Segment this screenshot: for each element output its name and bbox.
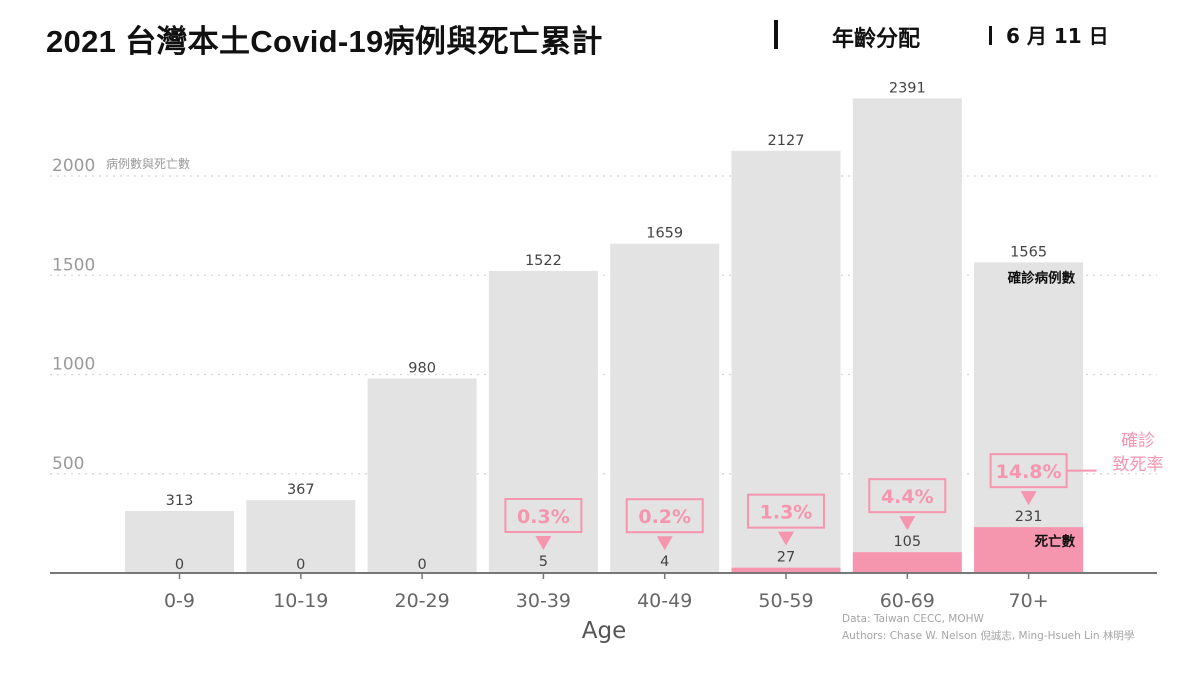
death-value-label: 0 <box>417 557 426 573</box>
page-title: 2021 台灣本土Covid-19病例與死亡累計 <box>46 24 603 59</box>
case-value-label: 980 <box>408 360 436 376</box>
case-bar <box>610 243 720 573</box>
x-tick-label: 70+ <box>1009 590 1049 612</box>
cfr-box <box>868 478 947 514</box>
case-bar <box>974 262 1084 573</box>
case-bar <box>852 98 962 573</box>
case-bar <box>731 150 841 573</box>
cfr-box <box>625 498 704 534</box>
y-tick-label: 500 <box>52 454 84 474</box>
x-tick-label: 30-39 <box>516 590 571 612</box>
title-divider <box>774 20 778 49</box>
x-axis-label: Age <box>582 618 626 644</box>
death-value-label: 5 <box>539 554 548 570</box>
date-divider <box>989 26 992 45</box>
x-tick-label: 50-59 <box>758 590 813 612</box>
death-value-label: 4 <box>660 554 669 570</box>
death-value-label: 0 <box>175 557 184 573</box>
case-value-label: 313 <box>166 493 194 509</box>
x-tick-label: 40-49 <box>637 590 692 612</box>
cfr-side-label: 致死率 <box>1113 455 1164 475</box>
case-bar <box>488 270 598 573</box>
cfr-value: 0.3% <box>517 506 570 528</box>
date-label: 6 月 11 日 <box>1006 24 1109 48</box>
case-value-label: 1659 <box>646 226 683 242</box>
cfr-arrow <box>535 536 552 551</box>
x-tick-label: 10-19 <box>273 590 328 612</box>
death-bar <box>731 567 841 573</box>
cfr-arrow <box>1020 491 1037 506</box>
cfr-value: 4.4% <box>881 486 934 508</box>
y-tick-label: 1500 <box>52 255 95 275</box>
data-credit: Data: Taiwan CECC, MOHW <box>842 613 984 625</box>
chart-subtitle: 年齡分配 <box>832 27 921 52</box>
y-tick-label: 1000 <box>52 355 95 375</box>
cfr-value: 1.3% <box>760 502 813 524</box>
case-value-label: 1522 <box>525 253 562 269</box>
x-tick-label: 20-29 <box>394 590 449 612</box>
death-value-label: 231 <box>1015 509 1043 525</box>
cfr-arrow <box>656 536 673 551</box>
x-tick-label: 0-9 <box>164 590 195 612</box>
y-axis-label: 病例數與死亡數 <box>106 156 190 171</box>
cfr-box <box>504 498 583 534</box>
death-value-label: 27 <box>777 550 795 566</box>
legend-cases: 確診病例數 <box>1008 269 1076 286</box>
case-value-label: 367 <box>287 482 315 498</box>
cfr-side-label: 確診 <box>1121 431 1155 451</box>
y-tick-label: 2000 <box>52 156 95 176</box>
death-bar <box>974 527 1084 573</box>
case-bar <box>246 500 356 573</box>
case-bar <box>125 510 234 573</box>
cfr-value: 14.8% <box>996 461 1062 483</box>
death-value-label: 0 <box>296 557 305 573</box>
case-value-label: 2391 <box>889 80 926 96</box>
cfr-value: 0.2% <box>638 506 691 528</box>
death-bar <box>852 552 962 573</box>
death-value-label: 105 <box>893 534 921 550</box>
authors-credit: Authors: Chase W. Nelson 倪誠志, Ming-Hsueh… <box>842 630 1135 642</box>
cfr-arrow <box>899 516 916 531</box>
cfr-arrow <box>778 531 794 546</box>
cfr-box <box>747 493 825 529</box>
x-tick-label: 60-69 <box>880 590 935 612</box>
case-value-label: 2127 <box>768 133 805 149</box>
legend-deaths: 死亡數 <box>1034 533 1076 550</box>
case-bar <box>367 378 477 573</box>
case-value-label: 1565 <box>1010 244 1047 260</box>
